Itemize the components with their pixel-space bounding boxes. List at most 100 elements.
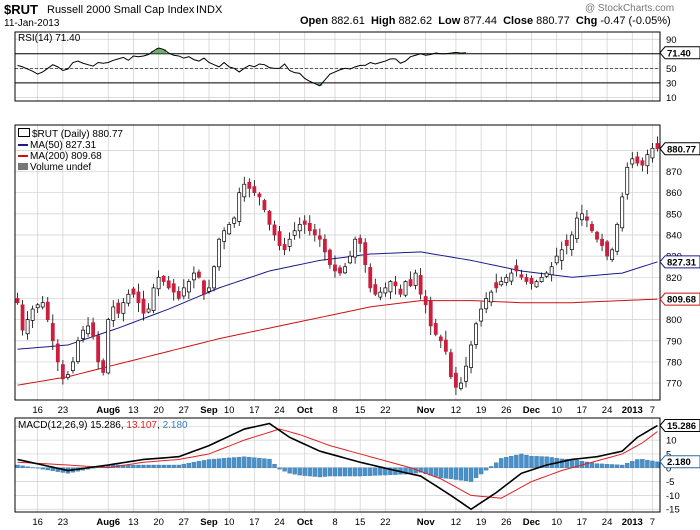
candle-body bbox=[252, 186, 257, 194]
candle-body bbox=[358, 237, 363, 244]
macd-frame bbox=[14, 417, 661, 513]
x-tick-label-macd: 13 bbox=[128, 517, 139, 528]
candle-body bbox=[640, 160, 645, 166]
macd-signal-line bbox=[17, 428, 658, 499]
macd-histogram-bar bbox=[30, 467, 35, 469]
high-value: 882.62 bbox=[398, 15, 433, 27]
macd-histogram-bar bbox=[509, 456, 514, 468]
candle-body bbox=[20, 304, 25, 331]
macd-line bbox=[17, 422, 658, 511]
candle-body bbox=[161, 275, 166, 282]
candle-body bbox=[645, 154, 650, 167]
rsi-frame bbox=[14, 31, 661, 102]
candle-body bbox=[71, 361, 75, 371]
candle-body bbox=[519, 274, 524, 278]
candle-body bbox=[368, 266, 373, 289]
macd-histogram-bar bbox=[317, 467, 323, 478]
macd-histogram-bar bbox=[544, 456, 549, 468]
x-tick-label-price: 16 bbox=[32, 405, 43, 416]
candle-body bbox=[534, 281, 539, 288]
macd-histogram-bar bbox=[242, 456, 247, 468]
candle-body bbox=[504, 276, 509, 283]
macd-histogram-bar bbox=[166, 464, 171, 468]
candle-body bbox=[635, 156, 640, 164]
macd-histogram-bar bbox=[322, 467, 328, 477]
x-tick-label-price: 22 bbox=[380, 405, 391, 416]
x-tick-label-price: 24 bbox=[274, 405, 285, 416]
macd-histogram-bar bbox=[221, 458, 227, 468]
candle-body bbox=[86, 325, 90, 335]
chart-date: 11-Jan-2013 bbox=[4, 18, 60, 29]
macd-tick-label: 0 bbox=[666, 463, 671, 474]
macd-histogram-bar bbox=[499, 458, 504, 468]
macd-histogram-bar bbox=[257, 457, 262, 468]
x-tick-label-price: 23 bbox=[58, 405, 69, 416]
macd-histogram-bar bbox=[645, 459, 650, 468]
macd-histogram-bar bbox=[534, 456, 539, 468]
ma50-tag-box bbox=[659, 255, 700, 269]
candle-body bbox=[459, 382, 463, 389]
macd-histogram-bar bbox=[599, 463, 605, 468]
x-tick-label-price: 19 bbox=[476, 405, 487, 416]
candle-body bbox=[514, 265, 519, 272]
candle-body bbox=[55, 343, 60, 363]
macd-histogram-bar bbox=[373, 467, 378, 476]
candle-body bbox=[494, 282, 499, 289]
macd-histogram-bar bbox=[609, 464, 615, 468]
candle-body bbox=[30, 308, 35, 321]
candle-body bbox=[277, 231, 282, 246]
x-tick-label-macd: 20 bbox=[153, 517, 164, 528]
x-tick-label-macd: 15 bbox=[355, 517, 366, 528]
candle-body bbox=[539, 276, 544, 282]
open-label: Open bbox=[300, 15, 329, 27]
candle-body bbox=[590, 223, 594, 232]
macd-histogram-bar bbox=[463, 467, 469, 482]
candle-body bbox=[302, 220, 307, 225]
macd-histogram-bar bbox=[468, 467, 474, 482]
candle-body bbox=[25, 319, 30, 335]
close-value: 880.77 bbox=[536, 15, 570, 27]
macd-tick-label: -10 bbox=[666, 491, 680, 502]
candle-body bbox=[393, 281, 398, 287]
candle-body bbox=[398, 288, 403, 295]
candle-body bbox=[297, 224, 302, 232]
candle-body bbox=[348, 255, 353, 264]
x-tick-label-price: 20 bbox=[153, 405, 164, 416]
candle-body bbox=[433, 323, 438, 335]
macd-histogram-bar bbox=[569, 459, 574, 468]
macd-histogram-bar bbox=[156, 464, 161, 468]
rsi-overbought-fill bbox=[151, 47, 469, 54]
x-tick-label-macd: 12 bbox=[451, 517, 462, 528]
x-tick-label-price: Aug6 bbox=[96, 405, 120, 416]
x-tick-label-macd: 26 bbox=[501, 517, 512, 528]
candle-body bbox=[509, 272, 514, 282]
macd-histogram-bar bbox=[146, 464, 151, 468]
candle-body bbox=[499, 281, 504, 286]
ma200-tag-box bbox=[659, 292, 700, 306]
price-panel: 770780790800810820830840850860870880827.… bbox=[14, 124, 700, 416]
candle-body bbox=[388, 281, 393, 293]
macd-histogram-bar bbox=[181, 463, 186, 468]
candle-body bbox=[40, 302, 45, 308]
candle-body bbox=[564, 239, 569, 246]
macd-histogram-bar bbox=[640, 459, 645, 468]
candle-body bbox=[595, 231, 599, 240]
candle-body bbox=[191, 272, 196, 281]
x-tick-label-price: Nov bbox=[417, 405, 436, 416]
candle-body bbox=[111, 306, 116, 321]
x-tick-label-price: 8 bbox=[332, 405, 337, 416]
exchange: INDX bbox=[196, 4, 223, 16]
symbol: $RUT bbox=[4, 2, 38, 17]
candle-body bbox=[489, 291, 494, 303]
macd-histogram-bar bbox=[262, 458, 267, 468]
x-tick-label-macd: 24 bbox=[274, 517, 285, 528]
candle-body bbox=[448, 352, 453, 378]
macd-histogram-bar bbox=[277, 467, 282, 470]
x-tick-label-macd: 17 bbox=[249, 517, 260, 528]
candle-body bbox=[101, 360, 106, 373]
candle-body bbox=[630, 158, 635, 165]
macd-histogram-bar bbox=[287, 467, 292, 474]
macd-histogram-bar bbox=[297, 467, 302, 476]
macd-histogram-bar bbox=[232, 457, 237, 468]
macd-histogram-bar bbox=[292, 467, 297, 475]
